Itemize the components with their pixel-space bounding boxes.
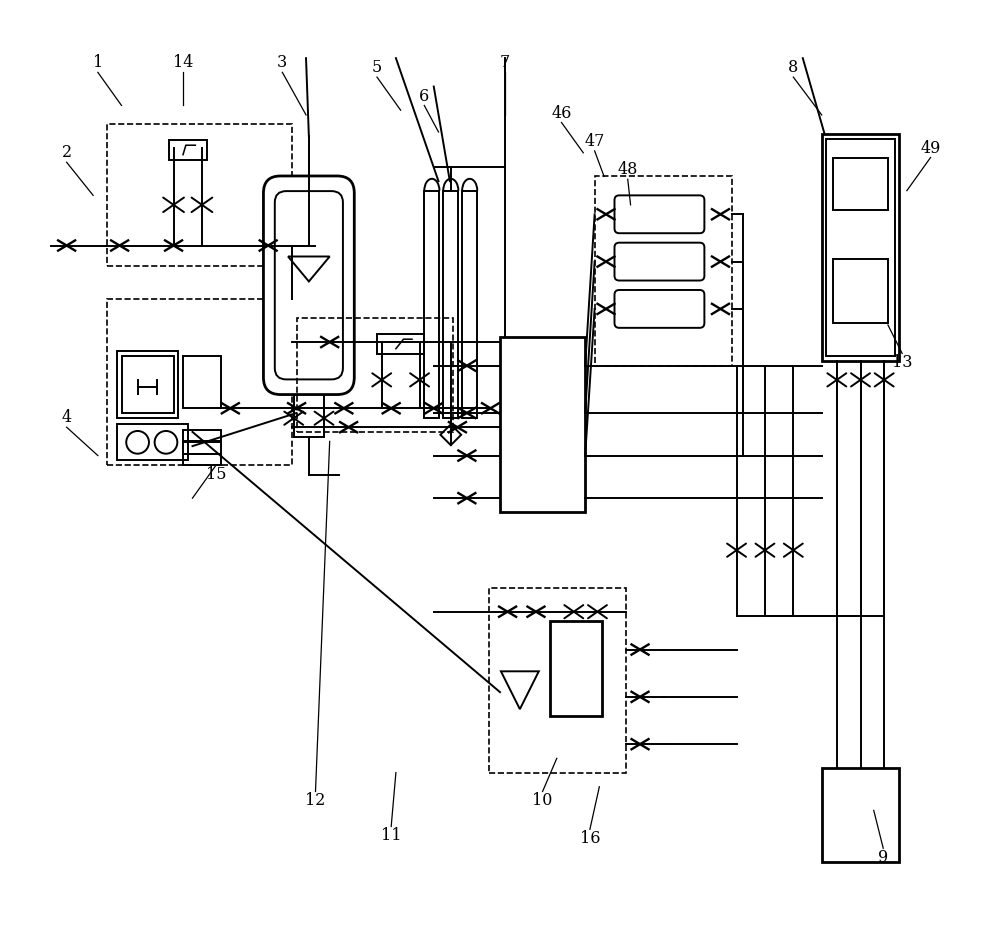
Polygon shape (440, 424, 461, 445)
Bar (183, 430, 221, 441)
Bar (122, 356, 174, 413)
Bar (424, 191, 439, 418)
Bar (822, 768, 899, 863)
Text: 10: 10 (532, 792, 553, 809)
Text: 7: 7 (500, 54, 510, 71)
Text: 14: 14 (173, 54, 193, 71)
Bar (117, 351, 178, 418)
FancyBboxPatch shape (614, 195, 704, 233)
Bar (550, 622, 602, 716)
Bar (183, 442, 221, 454)
Polygon shape (501, 671, 539, 709)
FancyBboxPatch shape (275, 191, 343, 380)
Bar (107, 124, 292, 267)
Polygon shape (288, 256, 330, 282)
Bar (377, 333, 424, 354)
Bar (833, 259, 888, 323)
Text: 13: 13 (892, 354, 912, 371)
Text: 16: 16 (580, 830, 600, 847)
Bar (489, 588, 626, 772)
Text: 5: 5 (372, 59, 382, 76)
Text: 49: 49 (920, 140, 941, 157)
Text: 8: 8 (788, 59, 798, 76)
Bar (500, 337, 585, 512)
FancyBboxPatch shape (263, 176, 354, 395)
Text: 12: 12 (305, 792, 326, 809)
Text: 2: 2 (62, 144, 72, 161)
Text: 4: 4 (62, 409, 72, 426)
Bar (822, 134, 899, 361)
Text: 3: 3 (277, 54, 287, 71)
Text: 9: 9 (878, 849, 888, 866)
Text: 46: 46 (551, 104, 572, 121)
Bar (183, 454, 221, 465)
Text: 47: 47 (584, 133, 605, 150)
Bar (183, 356, 221, 408)
Bar (462, 191, 477, 418)
FancyBboxPatch shape (614, 243, 704, 281)
Bar (826, 139, 895, 356)
Bar (107, 300, 292, 465)
Text: 6: 6 (419, 87, 429, 104)
Text: 48: 48 (618, 161, 638, 178)
Text: 1: 1 (93, 54, 103, 71)
Text: 11: 11 (381, 828, 401, 845)
Bar (169, 140, 207, 160)
FancyBboxPatch shape (614, 290, 704, 327)
Bar (595, 177, 732, 365)
Bar (833, 158, 888, 210)
Bar (297, 318, 453, 432)
Text: 15: 15 (206, 466, 226, 483)
Bar (117, 424, 188, 460)
Bar (443, 191, 458, 418)
